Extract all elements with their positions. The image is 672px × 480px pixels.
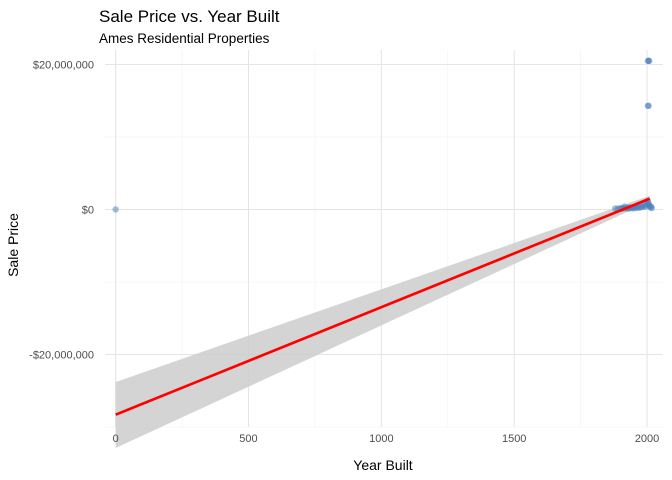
x-axis-title: Year Built [353, 457, 413, 473]
y-tick-label: -$20,000,000 [29, 350, 94, 362]
x-tick-label: 1000 [369, 433, 393, 445]
confidence-band [115, 195, 650, 449]
data-point [112, 206, 119, 213]
chart-subtitle: Ames Residential Properties [99, 31, 270, 46]
y-tick-label: $0 [82, 205, 94, 217]
y-axis-title: Sale Price [5, 213, 21, 277]
x-tick-label: 0 [113, 433, 119, 445]
tick-labels: 0 500 1000 1500 2000 $20,000,000 $0 -$20,000,00… [29, 60, 659, 446]
data-point [645, 57, 653, 65]
fit-line-layer [115, 197, 651, 416]
data-points [112, 57, 656, 213]
confidence-band-layer [115, 195, 650, 449]
regression-line [115, 197, 651, 416]
x-tick-label: 500 [239, 433, 257, 445]
data-point [648, 204, 656, 212]
chart-title: Sale Price vs. Year Built [99, 7, 280, 26]
y-tick-label: $20,000,000 [33, 60, 94, 72]
grid-lines [105, 50, 663, 428]
x-tick-label: 1500 [502, 433, 526, 445]
data-point [645, 102, 652, 110]
x-tick-label: 2000 [635, 433, 659, 445]
